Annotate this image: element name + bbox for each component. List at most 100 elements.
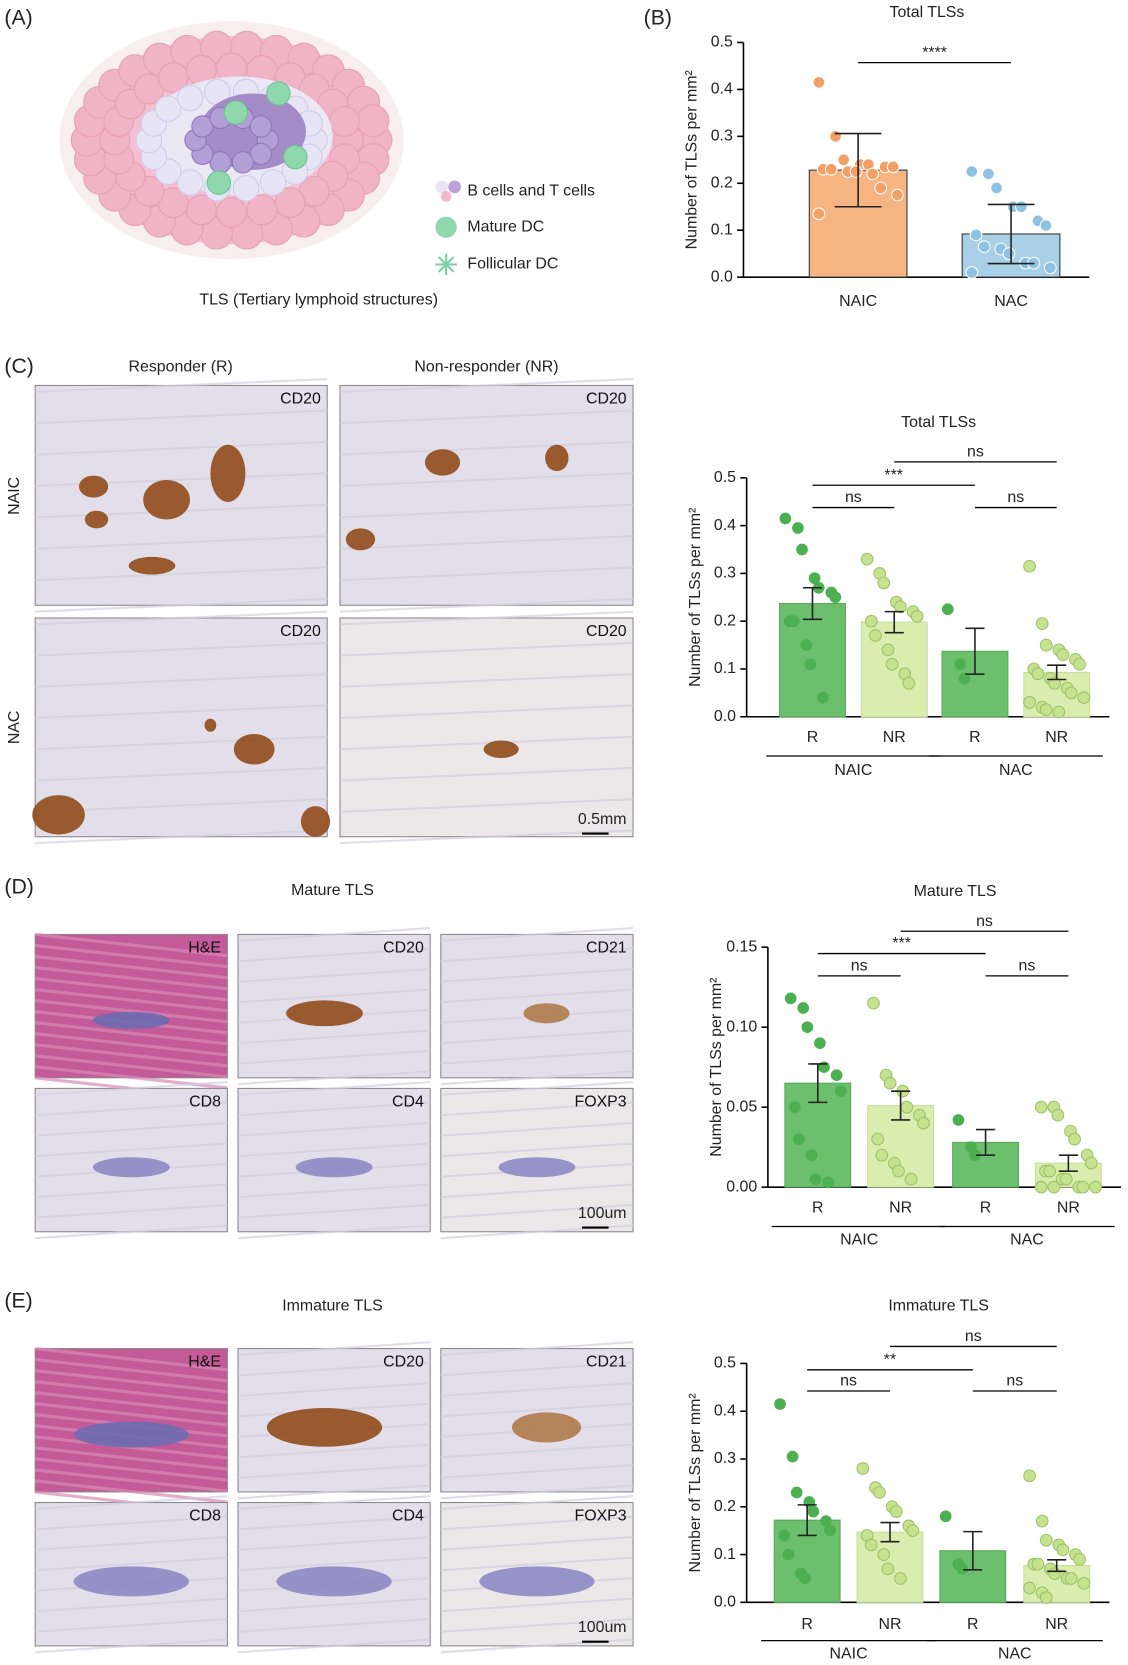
- micrograph: CD21: [440, 1341, 634, 1500]
- data-point: [1048, 676, 1061, 690]
- x-tick-label: NAC: [994, 293, 1028, 310]
- chart: Total TLSs Number of TLSs per mm² 0.0 0.1 0.…: [687, 414, 1110, 779]
- data-point: [1089, 1180, 1102, 1194]
- stain-blob: [523, 1003, 570, 1024]
- significance-label: ns: [840, 1373, 857, 1390]
- column-header: Responder (R): [129, 359, 233, 376]
- data-point: [818, 1061, 830, 1074]
- tissue-fiber: [339, 566, 634, 582]
- stain-blob: [345, 528, 376, 551]
- tissue-fiber: [339, 597, 634, 613]
- column-header: Non-responder (NR): [414, 359, 558, 376]
- chart-title: Mature TLS: [914, 883, 997, 900]
- micrograph: CD20: [32, 610, 331, 845]
- data-point: [804, 658, 817, 671]
- panel-title: Immature TLS: [282, 1297, 382, 1314]
- tissue-fiber: [35, 1556, 228, 1572]
- data-point: [1047, 1180, 1061, 1194]
- tissue-fiber: [35, 943, 228, 969]
- data-point: [1039, 638, 1053, 652]
- tissue-fiber: [237, 1361, 431, 1377]
- tissue-fiber: [339, 409, 634, 425]
- y-axis-label: Number of TLSs per mm²: [687, 508, 704, 687]
- micrograph: FOXP3: [440, 1080, 634, 1240]
- stain-blob: [78, 475, 109, 498]
- row-header: NAC: [6, 711, 23, 745]
- tissue-fiber: [237, 1443, 431, 1459]
- tissue-fiber: [237, 1183, 431, 1199]
- stain-blob: [84, 510, 109, 529]
- data-point: [856, 1462, 870, 1475]
- data-point: [834, 1085, 847, 1098]
- tissue-fiber: [35, 535, 328, 550]
- data-point: [1077, 1576, 1091, 1590]
- group-label: NAIC: [830, 1646, 868, 1663]
- data-point: [866, 167, 880, 181]
- y-tick-label: 0.05: [726, 1098, 757, 1115]
- tissue-fiber: [440, 1536, 634, 1551]
- stain-label: H&E: [188, 939, 221, 956]
- data-point: [885, 657, 899, 671]
- significance-label: ns: [1007, 489, 1024, 506]
- data-point: [1048, 1567, 1061, 1581]
- significance-label: ns: [851, 957, 868, 974]
- group-label: NAIC: [834, 762, 872, 779]
- tissue-fiber: [35, 1515, 228, 1531]
- data-point: [982, 167, 995, 181]
- dendritic-cell: [223, 100, 249, 125]
- tissue-fiber: [440, 1402, 634, 1418]
- data-point: [965, 165, 979, 178]
- micrograph: FOXP3: [440, 1495, 634, 1654]
- cell: [249, 115, 272, 138]
- tissue-fiber: [35, 987, 228, 1013]
- data-point: [1077, 691, 1091, 705]
- x-tick-label: R: [969, 729, 981, 746]
- data-point: [1035, 617, 1049, 630]
- data-point: [829, 129, 842, 143]
- data-point: [801, 1021, 814, 1034]
- group-label: NAIC: [840, 1231, 878, 1248]
- y-tick-label: 0.3: [711, 128, 733, 145]
- tissue-fiber: [237, 1464, 431, 1479]
- tissue-fiber: [440, 1443, 634, 1459]
- significance-label: ***: [892, 935, 911, 952]
- x-tick-label: NR: [883, 729, 906, 746]
- data-point: [889, 1505, 903, 1518]
- data-point: [1084, 1156, 1098, 1170]
- tissue-fiber: [35, 1391, 228, 1416]
- tissue-fiber: [440, 1070, 634, 1086]
- y-tick-label: 0.2: [714, 1498, 736, 1515]
- data-point: [1023, 1581, 1036, 1595]
- stain-label: CD4: [392, 1093, 424, 1110]
- data-point: [837, 153, 851, 167]
- y-tick-label: 0.10: [726, 1018, 757, 1035]
- cell: [249, 142, 272, 166]
- tissue-fiber: [440, 1142, 634, 1158]
- tissue-fiber: [237, 1597, 431, 1613]
- data-point: [784, 992, 797, 1005]
- tissue-fiber: [440, 1361, 634, 1377]
- data-point: [990, 181, 1003, 195]
- y-tick-label: 0.3: [714, 565, 736, 582]
- data-point: [799, 1572, 811, 1585]
- tissue-fiber: [35, 1054, 228, 1079]
- x-tick-label: R: [980, 1200, 992, 1217]
- cell: [259, 169, 287, 196]
- data-point: [902, 676, 916, 690]
- micrograph: CD20: [237, 927, 431, 1086]
- data-point: [894, 600, 907, 614]
- data-point: [824, 162, 838, 176]
- data-point: [774, 1398, 786, 1410]
- stain-label: FOXP3: [574, 1508, 626, 1525]
- legend-icon: [440, 191, 452, 202]
- tissue-fiber: [35, 1121, 228, 1137]
- data-point: [1043, 1164, 1056, 1178]
- y-tick-label: 0.5: [714, 1355, 736, 1372]
- tissue-fiber: [339, 704, 634, 720]
- tls-illustration: [59, 21, 404, 260]
- data-point: [1034, 1180, 1048, 1194]
- tissue-fiber: [237, 927, 431, 942]
- significance-label: ***: [884, 467, 903, 484]
- panel-label: (D): [4, 875, 33, 898]
- data-point: [812, 207, 826, 221]
